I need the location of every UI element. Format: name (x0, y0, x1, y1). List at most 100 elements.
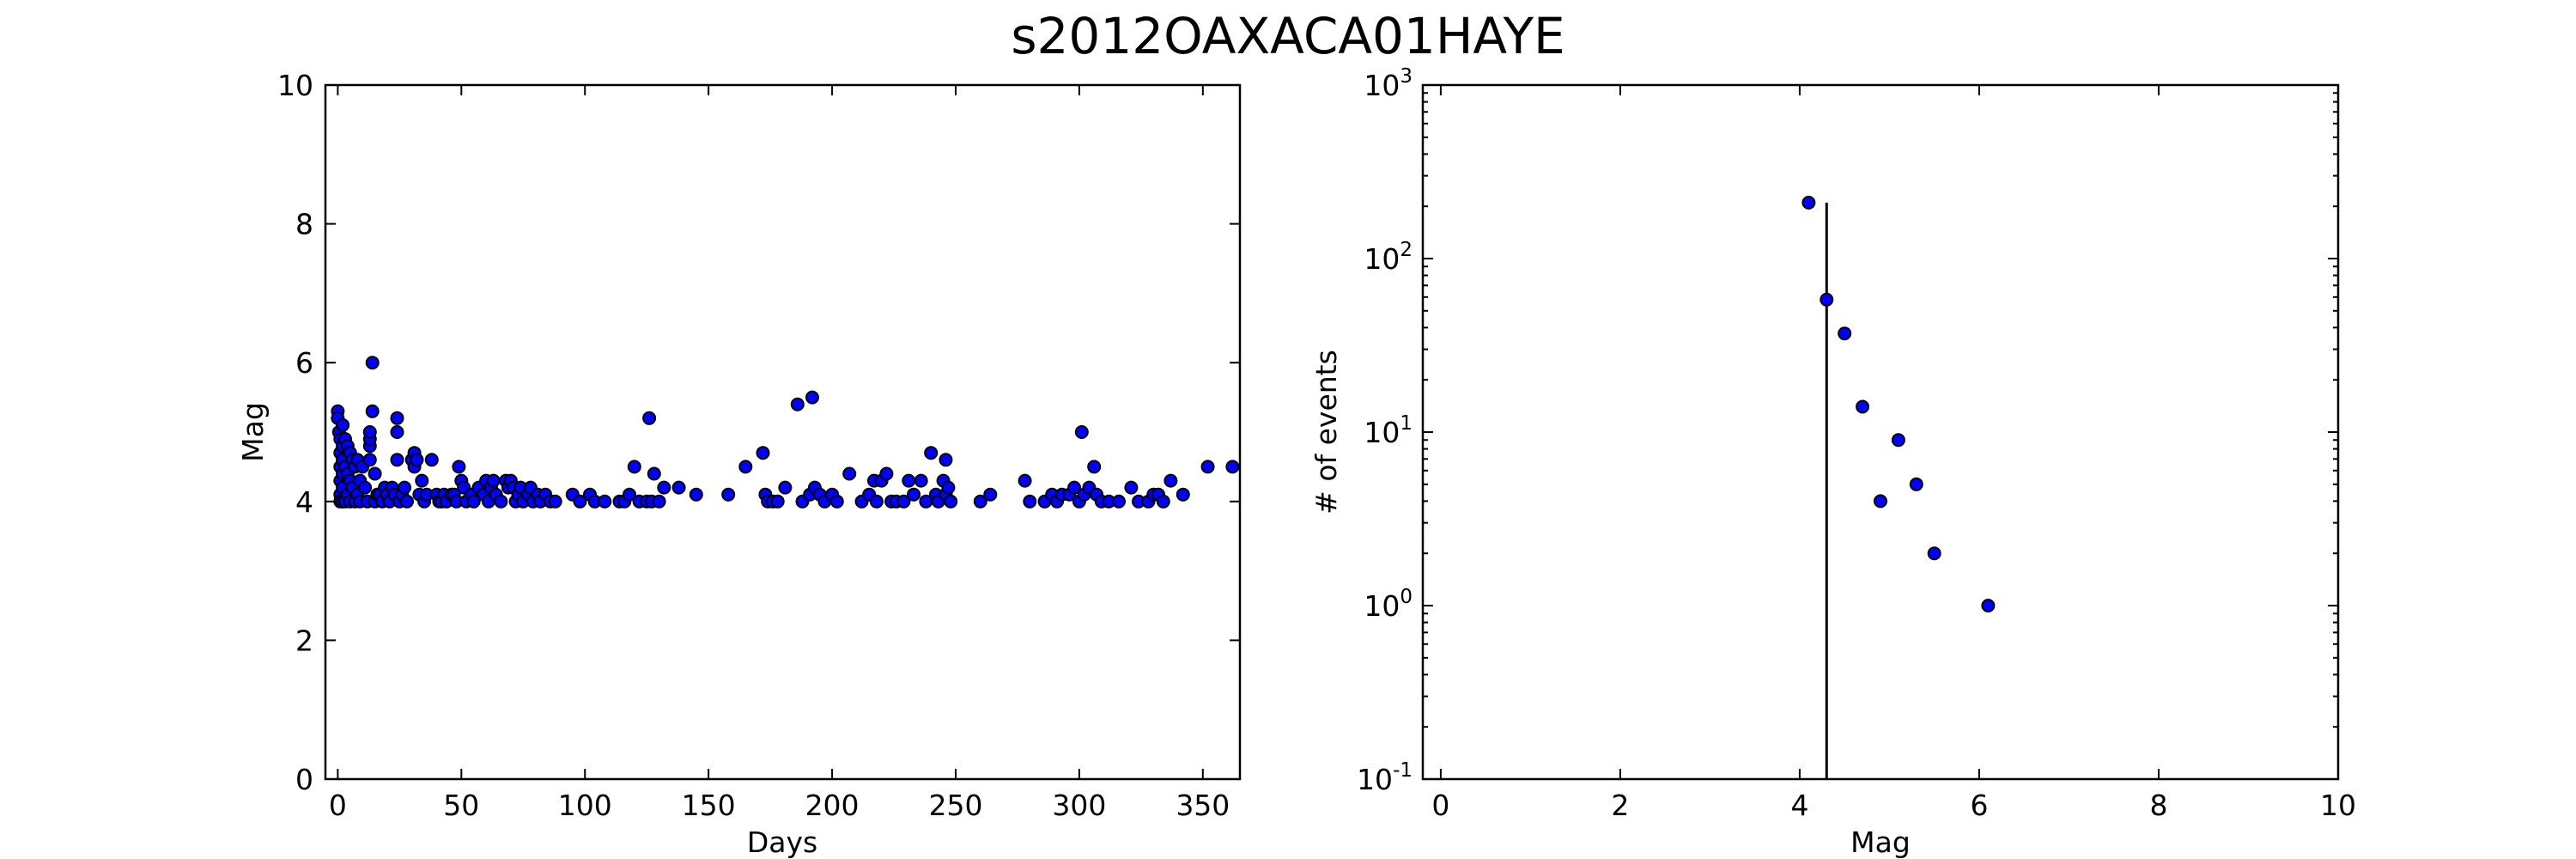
right-data-point (1981, 599, 1996, 612)
left-data-point (424, 453, 439, 467)
left-data-point (627, 460, 641, 474)
left-data-point (1067, 480, 1082, 495)
left-data-point (398, 480, 412, 495)
left-data-point (1112, 494, 1126, 509)
left-data-point (466, 494, 481, 509)
left-data-point (671, 480, 686, 495)
right-data-point (1874, 494, 1887, 509)
right-x-tick-label: 6 (1970, 789, 1988, 822)
left-data-point (365, 356, 380, 370)
left-x-tick-label: 200 (805, 789, 860, 822)
left-data-point (983, 487, 998, 502)
left-data-point (790, 397, 805, 411)
left-data-point (941, 480, 956, 495)
left-y-tick-label: 0 (295, 763, 313, 796)
days-vs-mag-panel: 0 50 100 150 200 250 300 350 0 2 4 6 8 10 Days Mag (236, 69, 1242, 859)
left-data-point (756, 446, 770, 460)
left-data-point (778, 480, 793, 495)
left-data-point (1074, 425, 1089, 439)
right-data-point (1820, 292, 1834, 307)
left-x-tick-label: 0 (329, 789, 347, 822)
right-plot-frame (1421, 83, 2340, 781)
left-x-tick-label: 250 (928, 789, 982, 822)
left-data-point (738, 460, 753, 474)
left-data-point (390, 425, 404, 439)
left-data-point (939, 453, 953, 467)
left-data-point (907, 487, 921, 502)
left-data-point (924, 446, 939, 460)
left-data-point (647, 466, 661, 481)
magnitude-frequency-panel: 0 2 4 6 8 10 10-1 100 101 102 103 Mag # of events (1309, 65, 2356, 859)
left-data-point (336, 417, 350, 432)
left-plot-frame (324, 83, 1242, 781)
right-x-tick-label: 0 (1431, 789, 1449, 822)
left-data-point (1124, 480, 1139, 495)
right-x-axis-label: Mag (1850, 825, 1911, 859)
left-data-point (842, 466, 857, 481)
left-data-point (944, 494, 958, 509)
left-y-tick-label: 4 (295, 485, 313, 519)
left-data-point (914, 473, 928, 488)
left-x-tick-label: 150 (682, 789, 736, 822)
left-x-axis-label: Days (747, 825, 817, 859)
left-x-tick-label: 350 (1176, 789, 1230, 822)
left-data-point (1163, 473, 1178, 488)
right-x-tick-label: 10 (2320, 789, 2356, 822)
left-data-point (548, 494, 562, 509)
left-data-point (642, 411, 657, 425)
right-data-point (1838, 326, 1852, 341)
left-data-point (390, 411, 404, 425)
left-data-point (879, 466, 894, 481)
left-data-point (365, 404, 380, 418)
right-x-tick-label: 4 (1790, 789, 1808, 822)
left-data-point (1018, 473, 1032, 488)
left-y-tick-label: 2 (295, 624, 313, 657)
right-data-point (1856, 399, 1870, 414)
left-data-point (415, 473, 429, 488)
right-y-tick-label: 100 (1364, 586, 1413, 623)
left-y-axis-label: Mag (236, 402, 270, 462)
right-x-tick-label: 2 (1611, 789, 1629, 822)
left-data-point (1156, 494, 1170, 509)
left-data-point (770, 494, 785, 509)
left-data-point (652, 494, 666, 509)
left-data-point (368, 466, 382, 481)
left-data-point (598, 494, 612, 509)
left-data-point (573, 494, 587, 509)
left-data-point (486, 473, 501, 488)
left-data-point (362, 453, 377, 467)
right-x-tick-label: 8 (2149, 789, 2167, 822)
left-data-point (1087, 460, 1102, 474)
left-x-tick-label: 50 (443, 789, 479, 822)
right-y-tick-label: 10-1 (1357, 759, 1413, 796)
left-data-point (1200, 460, 1215, 474)
left-x-tick-label: 300 (1052, 789, 1106, 822)
left-data-point (902, 473, 916, 488)
left-data-point (410, 453, 424, 467)
left-data-point (1225, 460, 1240, 474)
left-data-point (805, 390, 819, 405)
left-y-tick-label: 8 (295, 208, 313, 241)
right-data-point (1927, 546, 1941, 561)
right-y-tick-label: 102 (1364, 239, 1413, 276)
left-data-point (896, 494, 911, 509)
left-y-tick-label: 10 (277, 69, 313, 102)
right-y-axis-label: # of events (1309, 350, 1343, 515)
left-data-point (829, 494, 844, 509)
right-data-point (1909, 477, 1923, 491)
left-data-point (400, 494, 414, 509)
left-data-point (1176, 487, 1190, 502)
left-data-point (689, 487, 703, 502)
right-data-point (1891, 433, 1905, 448)
right-data-point (1801, 195, 1816, 210)
figure-title: s2012OAXACA01HAYE (1011, 7, 1564, 65)
left-data-point (358, 480, 373, 495)
left-x-tick-label: 100 (558, 789, 612, 822)
left-data-point (869, 494, 884, 509)
left-data-point (657, 480, 671, 495)
left-data-point (721, 487, 736, 502)
left-data-point (452, 460, 466, 474)
left-data-point (1023, 494, 1037, 509)
right-y-tick-label: 101 (1364, 412, 1413, 449)
